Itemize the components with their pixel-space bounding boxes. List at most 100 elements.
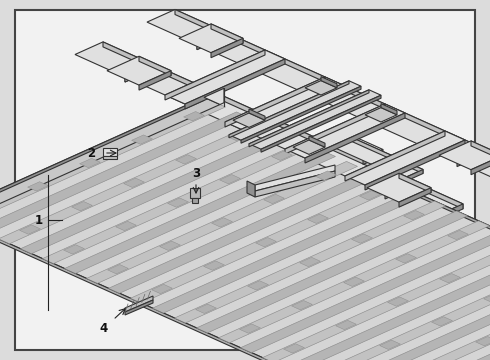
Polygon shape	[125, 64, 153, 82]
Polygon shape	[352, 234, 372, 243]
Polygon shape	[321, 77, 337, 88]
Polygon shape	[103, 148, 117, 156]
Polygon shape	[471, 155, 490, 175]
Polygon shape	[399, 188, 431, 207]
Polygon shape	[165, 50, 265, 100]
Polygon shape	[299, 257, 320, 267]
Polygon shape	[343, 134, 423, 174]
Polygon shape	[204, 261, 224, 270]
Polygon shape	[65, 152, 336, 274]
Polygon shape	[165, 50, 285, 104]
Polygon shape	[240, 324, 260, 333]
Polygon shape	[211, 24, 243, 43]
Polygon shape	[336, 320, 356, 330]
Polygon shape	[160, 241, 180, 251]
Polygon shape	[196, 211, 467, 333]
Polygon shape	[293, 140, 325, 154]
Polygon shape	[308, 214, 328, 224]
Polygon shape	[385, 181, 413, 199]
Polygon shape	[184, 112, 204, 121]
Polygon shape	[233, 113, 265, 127]
Polygon shape	[116, 221, 136, 231]
Polygon shape	[132, 135, 152, 144]
Polygon shape	[381, 104, 397, 115]
Polygon shape	[292, 301, 313, 310]
Polygon shape	[471, 141, 490, 160]
FancyBboxPatch shape	[15, 10, 475, 350]
Text: 1: 1	[35, 213, 43, 226]
Polygon shape	[367, 173, 431, 202]
Polygon shape	[285, 104, 385, 154]
Polygon shape	[139, 56, 171, 76]
Polygon shape	[360, 191, 380, 200]
Polygon shape	[241, 86, 361, 143]
Polygon shape	[247, 181, 255, 197]
Polygon shape	[447, 230, 468, 240]
Polygon shape	[350, 280, 490, 360]
Polygon shape	[385, 181, 463, 216]
Polygon shape	[147, 9, 225, 45]
Polygon shape	[64, 245, 84, 254]
Polygon shape	[179, 24, 243, 53]
Polygon shape	[79, 158, 100, 168]
Polygon shape	[255, 165, 335, 191]
Polygon shape	[457, 149, 485, 167]
Polygon shape	[440, 274, 461, 283]
Polygon shape	[255, 171, 335, 197]
Polygon shape	[241, 231, 490, 353]
Polygon shape	[261, 95, 381, 152]
Polygon shape	[72, 202, 93, 211]
Polygon shape	[285, 104, 405, 158]
Polygon shape	[20, 225, 40, 234]
Polygon shape	[476, 337, 490, 346]
Polygon shape	[211, 38, 243, 58]
Text: 4: 4	[100, 321, 108, 334]
Polygon shape	[0, 122, 270, 244]
Polygon shape	[394, 300, 490, 360]
Polygon shape	[363, 149, 383, 165]
Polygon shape	[403, 170, 423, 183]
Polygon shape	[125, 64, 413, 194]
Polygon shape	[0, 112, 247, 234]
Polygon shape	[197, 32, 225, 50]
Polygon shape	[103, 42, 153, 69]
Polygon shape	[43, 141, 314, 264]
Polygon shape	[380, 340, 400, 350]
Polygon shape	[395, 254, 416, 263]
Polygon shape	[153, 64, 413, 186]
Polygon shape	[130, 181, 401, 303]
Polygon shape	[192, 198, 198, 203]
Polygon shape	[343, 277, 365, 287]
Polygon shape	[175, 155, 196, 164]
Polygon shape	[185, 59, 285, 109]
Polygon shape	[439, 141, 490, 170]
Polygon shape	[284, 344, 304, 353]
Polygon shape	[245, 86, 345, 136]
Polygon shape	[108, 265, 128, 274]
Polygon shape	[123, 178, 145, 188]
Polygon shape	[0, 104, 220, 225]
Polygon shape	[175, 9, 225, 37]
Polygon shape	[264, 194, 284, 204]
Polygon shape	[125, 64, 153, 82]
Polygon shape	[190, 188, 200, 198]
Polygon shape	[285, 251, 490, 360]
Polygon shape	[225, 77, 325, 127]
Polygon shape	[225, 77, 345, 131]
Polygon shape	[388, 297, 408, 306]
Polygon shape	[432, 317, 452, 326]
Polygon shape	[263, 240, 490, 360]
Polygon shape	[152, 191, 423, 313]
Polygon shape	[174, 201, 445, 323]
Polygon shape	[225, 32, 485, 154]
Polygon shape	[168, 198, 188, 207]
Polygon shape	[0, 104, 490, 360]
Polygon shape	[305, 81, 337, 95]
Polygon shape	[249, 90, 381, 149]
Polygon shape	[219, 221, 490, 343]
Polygon shape	[345, 131, 445, 181]
Polygon shape	[328, 270, 490, 360]
Polygon shape	[256, 238, 276, 247]
Polygon shape	[404, 211, 424, 220]
Polygon shape	[107, 56, 171, 85]
